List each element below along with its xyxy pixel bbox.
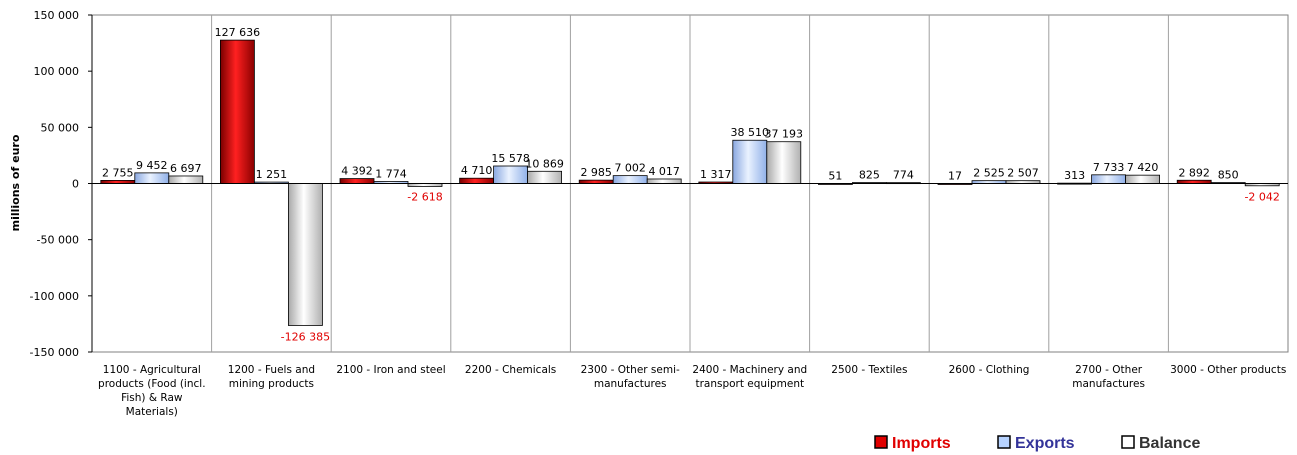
- x-tick-label: 2600 - Clothing: [949, 364, 1030, 376]
- bar-imports: [578, 179, 614, 184]
- value-label: 2 985: [580, 166, 612, 179]
- legend-swatch-imports: [874, 435, 888, 449]
- value-label: 37 193: [765, 128, 804, 141]
- bar-exports: [493, 165, 529, 184]
- value-label: 313: [1064, 169, 1085, 182]
- bar-balance: [766, 141, 802, 184]
- value-label: 15 578: [491, 152, 530, 165]
- legend-swatch-balance: [1121, 435, 1135, 449]
- value-label: 9 452: [136, 159, 168, 172]
- bar-exports: [732, 139, 768, 184]
- value-label: 2 755: [102, 166, 134, 179]
- y-tick-label: 150 000: [34, 9, 80, 22]
- bar-exports: [612, 175, 648, 184]
- bar-balance: [646, 178, 682, 184]
- y-tick-label: -100 000: [30, 290, 79, 303]
- value-label: 2 525: [973, 167, 1005, 180]
- value-label: 17: [948, 169, 962, 182]
- y-axis-title: millions of euro: [9, 134, 22, 231]
- x-tick-label: 2300 - Other semi-manufactures: [581, 364, 680, 390]
- value-label: 6 697: [170, 162, 202, 175]
- bar-balance: [168, 175, 204, 184]
- value-label: 4 017: [648, 165, 680, 178]
- legend-label-balance: Balance: [1139, 435, 1200, 452]
- y-tick-label: 0: [72, 178, 79, 191]
- legend-label-imports: Imports: [892, 435, 951, 452]
- bar-balance: [1125, 174, 1160, 184]
- bar-balance: [287, 183, 323, 326]
- value-label: 7 420: [1127, 161, 1159, 174]
- value-label: -2 618: [407, 191, 442, 204]
- x-tick-label: 2500 - Textiles: [831, 364, 907, 376]
- value-label: 7 733: [1093, 161, 1125, 174]
- value-label: 127 636: [215, 26, 261, 39]
- legend: Imports Exports Balance: [874, 435, 1200, 452]
- bar-imports: [219, 39, 255, 184]
- bar-exports: [134, 172, 170, 184]
- value-label: 10 869: [525, 157, 564, 170]
- y-tick-label: -50 000: [37, 234, 79, 247]
- bar-imports: [339, 178, 375, 184]
- x-tick-label: 2400 - Machinery and transport equipment: [692, 364, 807, 390]
- value-label: -126 385: [281, 330, 330, 343]
- value-label: 51: [828, 169, 842, 182]
- value-label: -2 042: [1244, 191, 1279, 204]
- value-label: 1 251: [256, 168, 288, 181]
- value-label: 1 317: [700, 168, 732, 181]
- y-tick-label: 100 000: [34, 65, 80, 78]
- value-label: 2 892: [1178, 166, 1210, 179]
- value-label: 825: [859, 169, 880, 182]
- y-tick-label: -150 000: [30, 346, 79, 359]
- bar-exports: [1091, 174, 1126, 184]
- value-label: 38 510: [731, 126, 770, 139]
- x-tick-label: 2700 - Other manufactures: [1072, 364, 1145, 390]
- axes: 150 000 100 000 50 000 0 -50 000 -100 000 -150…: [30, 9, 1288, 418]
- value-label: 1 774: [375, 168, 407, 181]
- value-label: 2 507: [1007, 167, 1039, 180]
- legend-swatch-exports: [997, 435, 1011, 449]
- x-tick-label: 2100 - Iron and steel: [336, 364, 445, 376]
- x-tick-label: 3000 - Other products: [1170, 364, 1286, 376]
- value-label: 774: [893, 169, 914, 182]
- x-tick-label: 2200 - Chemicals: [465, 364, 556, 376]
- x-tick-label: 1100 - Agricultural products (Food (incl.…: [98, 364, 206, 418]
- y-tick-label: 50 000: [41, 121, 80, 134]
- x-tick-label: 1200 - Fuels and mining products: [228, 364, 315, 390]
- bar-imports: [459, 177, 495, 184]
- value-label: 850: [1218, 169, 1239, 182]
- data-labels: 2 755 127 636 4 392 4 710 2 985 1 317 51 17 313 2…: [102, 26, 1280, 343]
- value-label: 7 002: [614, 162, 646, 175]
- value-label: 4 392: [341, 165, 373, 178]
- legend-label-exports: Exports: [1015, 435, 1075, 452]
- bar-balance: [527, 170, 562, 184]
- value-label: 4 710: [461, 164, 493, 177]
